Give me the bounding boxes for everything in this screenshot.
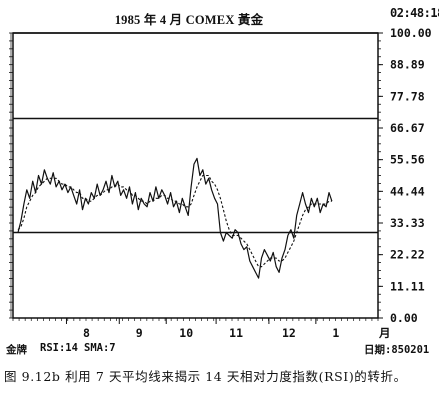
rsi-chart: 100.0088.8977.7866.6755.5644.4433.3322.2…: [9, 26, 432, 340]
x-tick-label: 8: [83, 326, 90, 340]
x-tick-label: 9: [136, 326, 143, 340]
y-tick-label: 0.00: [390, 311, 418, 325]
x-tick-label: 10: [179, 326, 193, 340]
footer-product-label: 金牌: [6, 344, 27, 356]
y-tick-label: 100.00: [390, 26, 432, 40]
sma-series-line: [17, 174, 332, 268]
y-tick-label: 55.56: [390, 153, 425, 167]
x-tick-label: 11: [229, 326, 243, 340]
x-axis: 8 9 10 11 12 1 月: [12, 318, 391, 340]
rsi-series-line: [17, 157, 333, 279]
plot-frame: [12, 32, 379, 319]
y-tick-label: 77.78: [390, 89, 425, 103]
series-group: [17, 157, 333, 279]
y-axis: 100.00 88.89 77.78 66.67 55.56 44.44 33.33 22.2…: [9, 26, 432, 325]
x-tick-label: 1: [332, 326, 339, 340]
y-tick-label: 44.44: [390, 184, 425, 198]
chart-title: 1985 年 4 月 COMEX 黃金: [114, 13, 264, 27]
y-tick-label: 66.67: [390, 121, 425, 135]
footer-date: 日期:850201: [364, 344, 430, 356]
x-unit-label: 月: [378, 326, 391, 340]
reference-lines: [13, 32, 378, 234]
y-tick-label: 11.11: [390, 279, 425, 293]
y-tick-label: 22.22: [390, 248, 425, 262]
footer-rsi-label: RSI:14: [40, 342, 78, 354]
y-tick-label: 33.33: [390, 216, 425, 230]
figure-caption: 图 9.12b 利用 7 天平均线来揭示 14 天相对力度指数(RSI)的转折。: [4, 369, 407, 384]
x-tick-label: 12: [282, 326, 296, 340]
clock-readout: 02:48:18: [390, 6, 439, 20]
footer-sma-label: SMA:7: [84, 342, 116, 354]
y-tick-label: 88.89: [390, 58, 425, 72]
